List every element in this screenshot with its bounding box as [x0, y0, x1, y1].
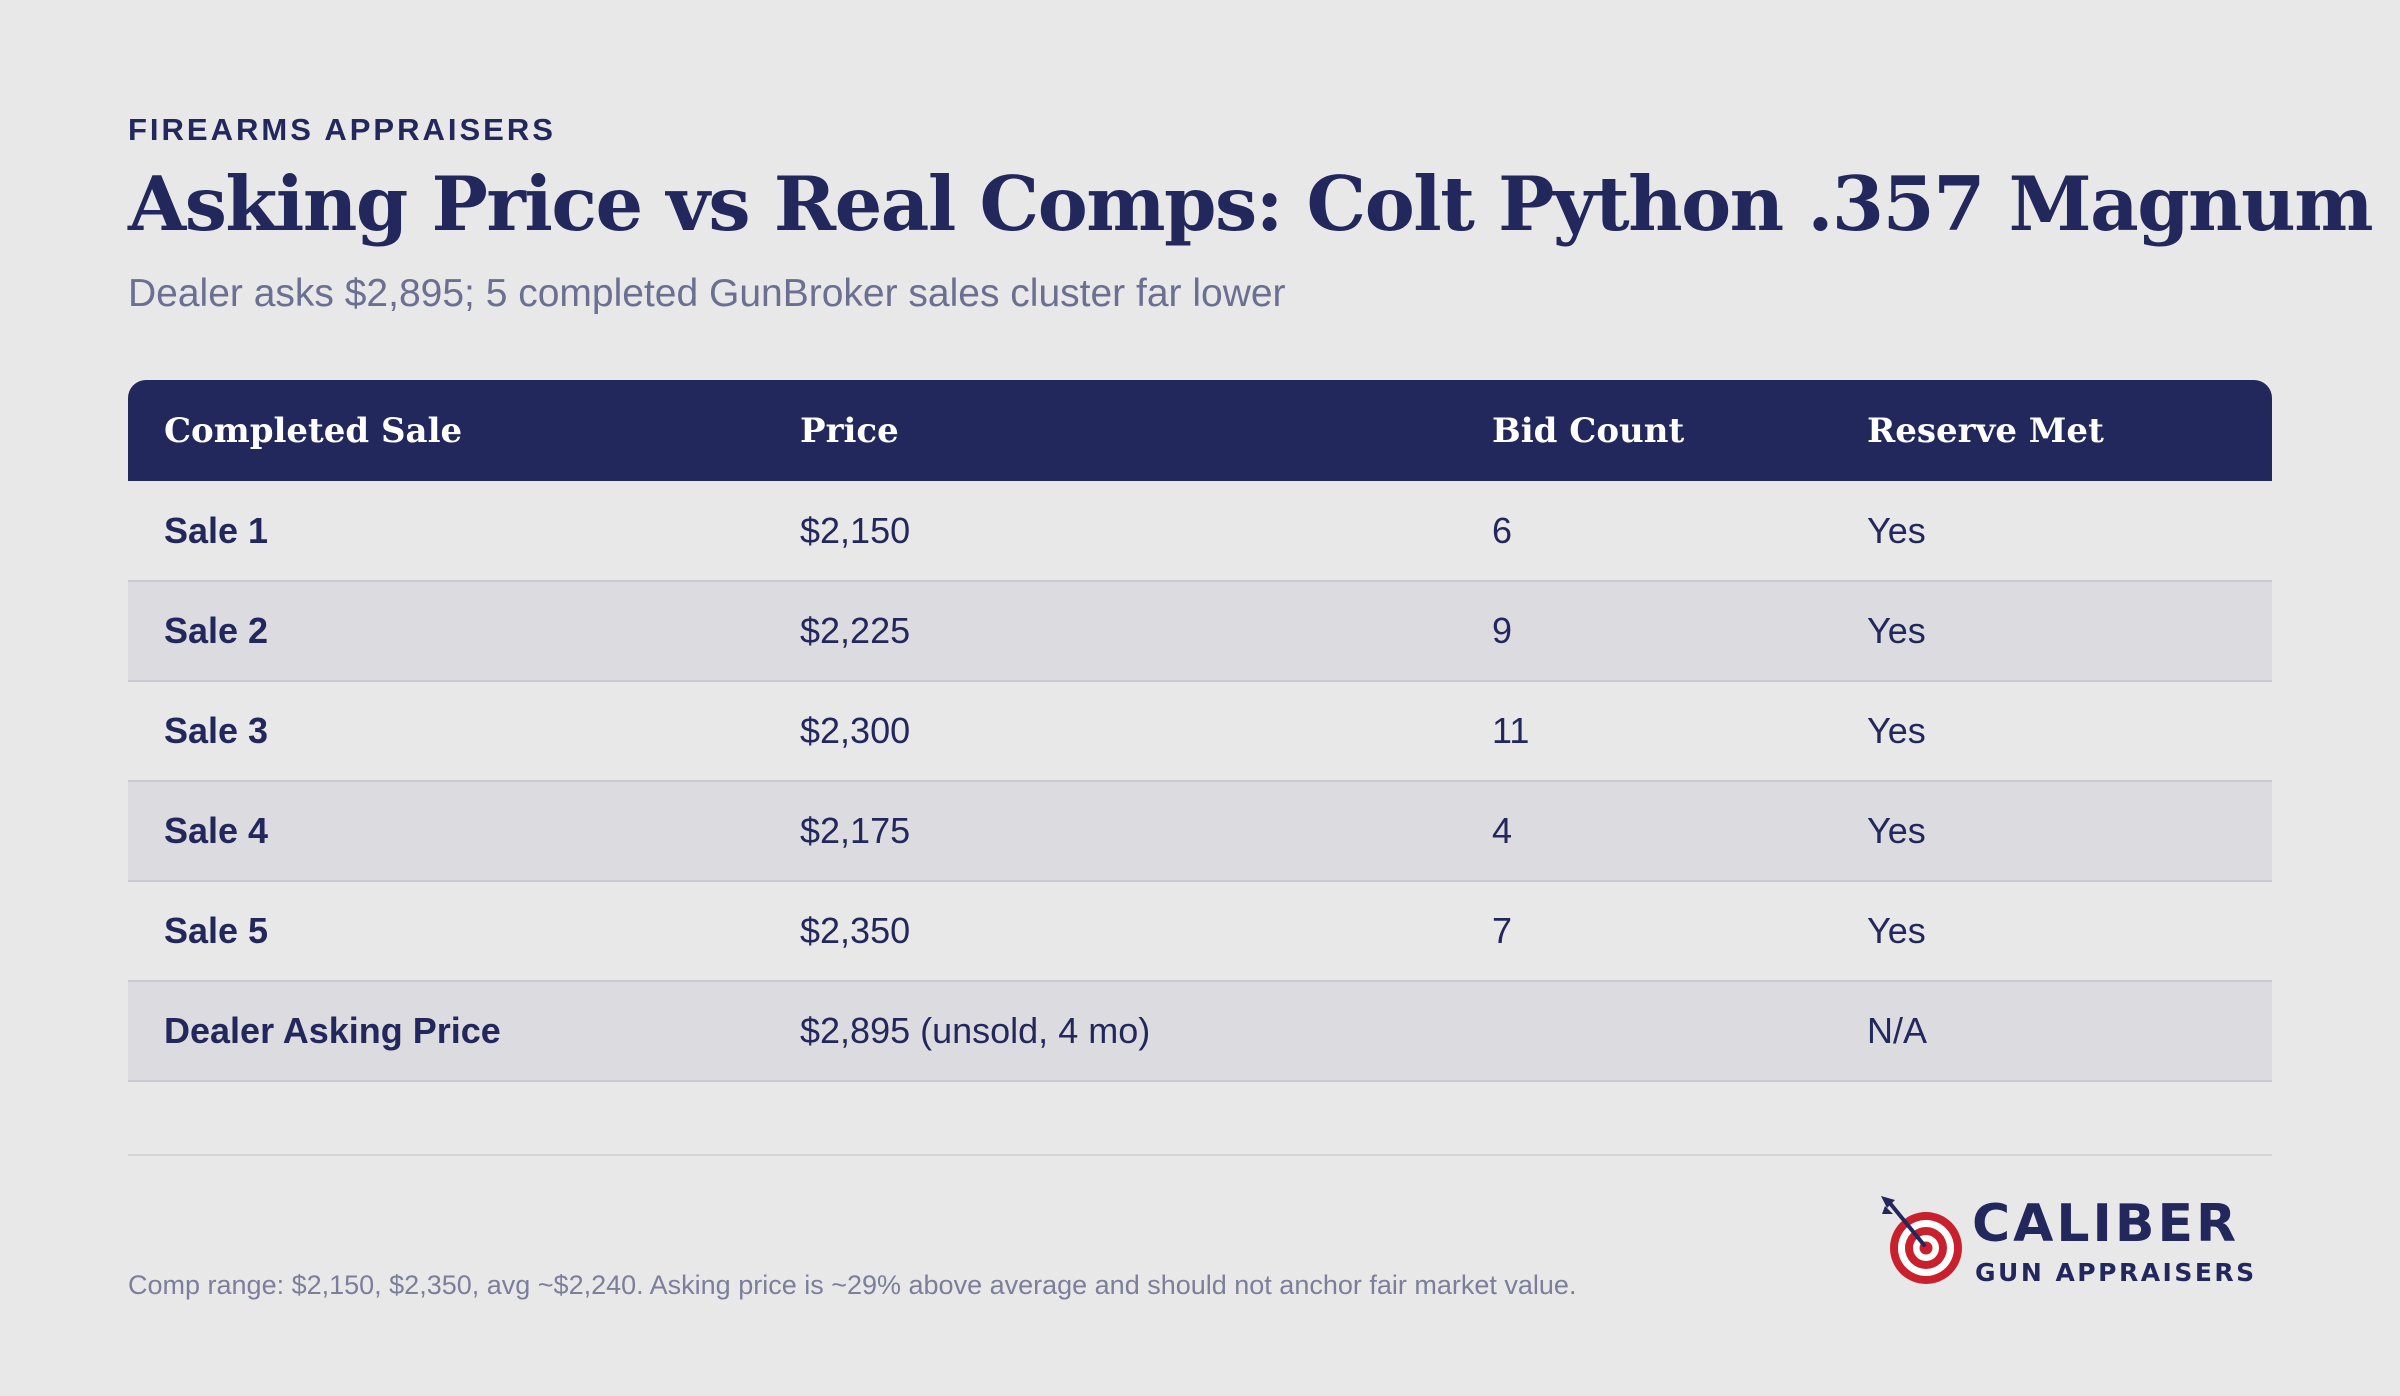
table-header-row: Completed Sale Price Bid Count Reserve M…: [128, 380, 2272, 481]
page-title: Asking Price vs Real Comps: Colt Python …: [128, 160, 2374, 248]
bid-count: 9: [1456, 581, 1831, 682]
footer-divider: [128, 1154, 2272, 1156]
table-row: Sale 3 $2,300 11 Yes: [128, 681, 2272, 782]
sale-price: $2,895 (unsold, 4 mo): [764, 981, 1456, 1082]
footnote: Comp range: $2,150, $2,350, avg ~$2,240.…: [128, 1270, 1577, 1300]
sale-price: $2,225: [764, 581, 1456, 682]
bid-count: 11: [1456, 681, 1831, 782]
sale-price: $2,175: [764, 781, 1456, 882]
comps-table-container: Completed Sale Price Bid Count Reserve M…: [128, 380, 2272, 1082]
sale-price: $2,150: [764, 481, 1456, 582]
bid-count: [1456, 981, 1831, 1082]
bid-count: 7: [1456, 881, 1831, 982]
table-row: Sale 1 $2,150 6 Yes: [128, 481, 2272, 582]
table-row: Sale 5 $2,350 7 Yes: [128, 881, 2272, 982]
caliber-logo: CALIBER GUN APPRAISERS: [1880, 1196, 2280, 1296]
sale-label: Sale 3: [128, 681, 764, 782]
target-arrow-icon: [1881, 1196, 1962, 1284]
sale-label: Sale 1: [128, 481, 764, 582]
sale-label: Sale 2: [128, 581, 764, 682]
column-header-price: Price: [764, 380, 1456, 481]
bid-count: 6: [1456, 481, 1831, 582]
sale-label: Sale 5: [128, 881, 764, 982]
reserve-met: Yes: [1831, 781, 2272, 882]
reserve-met: Yes: [1831, 881, 2272, 982]
bid-count: 4: [1456, 781, 1831, 882]
reserve-met: N/A: [1831, 981, 2272, 1082]
column-header-completed-sale: Completed Sale: [128, 380, 764, 481]
table-row: Sale 2 $2,225 9 Yes: [128, 581, 2272, 682]
column-header-reserve-met: Reserve Met: [1831, 380, 2272, 481]
table-row-dealer-asking: Dealer Asking Price $2,895 (unsold, 4 mo…: [128, 981, 2272, 1082]
page-subtitle: Dealer asks $2,895; 5 completed GunBroke…: [128, 272, 1286, 315]
logo-tagline: GUN APPRAISERS: [1975, 1258, 2257, 1287]
reserve-met: Yes: [1831, 581, 2272, 682]
reserve-met: Yes: [1831, 481, 2272, 582]
eyebrow: FIREARMS APPRAISERS: [128, 112, 556, 147]
reserve-met: Yes: [1831, 681, 2272, 782]
sale-price: $2,350: [764, 881, 1456, 982]
table-row: Sale 4 $2,175 4 Yes: [128, 781, 2272, 882]
sale-label: Sale 4: [128, 781, 764, 882]
comps-table: Completed Sale Price Bid Count Reserve M…: [128, 380, 2272, 1082]
logo-wordmark: CALIBER: [1972, 1194, 2240, 1254]
sale-price: $2,300: [764, 681, 1456, 782]
column-header-bid-count: Bid Count: [1456, 380, 1831, 481]
sale-label: Dealer Asking Price: [128, 981, 764, 1082]
